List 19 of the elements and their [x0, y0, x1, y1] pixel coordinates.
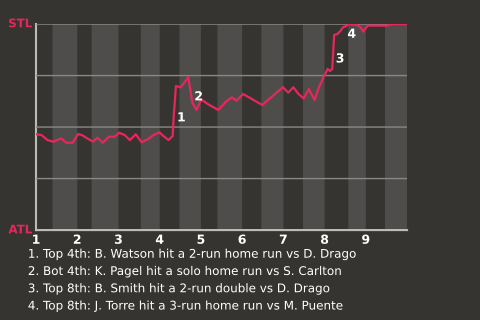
x-tick-label: 1 — [33, 234, 40, 244]
x-tick-label: 8 — [321, 234, 328, 244]
text: 3. Top 8th: B. Smith hit a 2-run double vs D. Drago — [28, 283, 330, 295]
text: 2. Bot 4th: K. Pagel hit a solo home run vs S. Carlton — [28, 266, 341, 278]
x-tick-label: 6 — [238, 234, 246, 244]
annotation: 2 — [195, 91, 202, 100]
x-tick-label: 5 — [198, 234, 204, 244]
text: ATL — [8, 224, 32, 234]
x-tick-label: 2 — [74, 234, 80, 244]
annotation: 3 — [336, 53, 344, 63]
x-tick-label: 7 — [280, 234, 287, 244]
text: STL — [9, 18, 32, 28]
text: 1. Top 4th: B. Watson hit a 2-run home run vs D. Drago — [29, 248, 356, 260]
x-tick-label: 3 — [114, 234, 122, 244]
x-tick-label: 9 — [362, 234, 370, 244]
text: 4. Top 8th: J. Torre hit a 3-run home run vs M. Puente — [28, 300, 342, 312]
annotation: 4 — [348, 28, 356, 38]
annotation: 1 — [178, 112, 185, 122]
x-tick-label: 4 — [156, 234, 164, 244]
